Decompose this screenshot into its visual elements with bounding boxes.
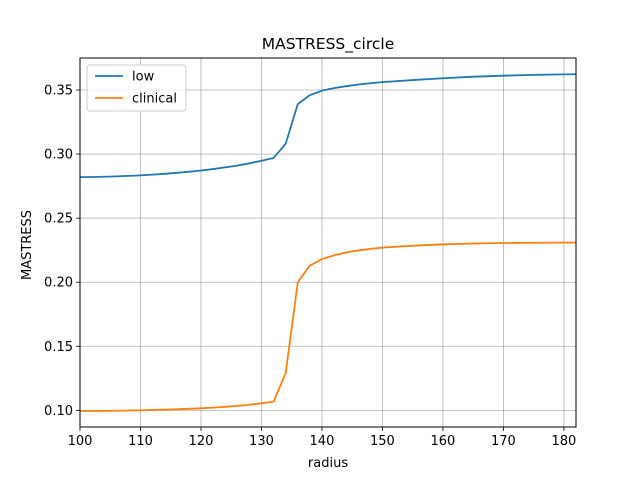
series-line-clinical (80, 241, 576, 412)
y-tick-label: 0.30 (44, 148, 73, 163)
x-tick-label: 130 (249, 434, 274, 449)
legend: low clinical (86, 64, 187, 112)
series-layer (80, 73, 576, 412)
x-tick-label: 180 (551, 434, 576, 449)
chart-title: MASTRESS_circle (262, 35, 395, 54)
y-tick-label: 0.15 (44, 340, 73, 355)
series-line-low (80, 73, 576, 179)
x-tick-label: 170 (491, 434, 516, 449)
axis-ticks: 100 110 120 130 140 150 160 170 180 0.10 0.15 0.20 0… (44, 84, 576, 449)
y-tick-label: 0.35 (44, 84, 73, 99)
y-axis-label: MASTRESS (20, 210, 35, 280)
axes-frame (79, 57, 577, 428)
x-tick-label: 120 (189, 434, 214, 449)
legend-label: clinical (132, 92, 177, 107)
y-tick-label: 0.20 (44, 276, 73, 291)
x-tick-label: 100 (68, 434, 93, 449)
x-tick-label: 160 (431, 434, 456, 449)
y-tick-label: 0.10 (44, 404, 73, 419)
x-tick-label: 150 (370, 434, 395, 449)
x-tick-label: 110 (128, 434, 153, 449)
legend-label: low (132, 70, 155, 85)
x-axis-label: radius (308, 456, 348, 471)
y-tick-label: 0.25 (44, 212, 73, 227)
x-tick-label: 140 (310, 434, 335, 449)
